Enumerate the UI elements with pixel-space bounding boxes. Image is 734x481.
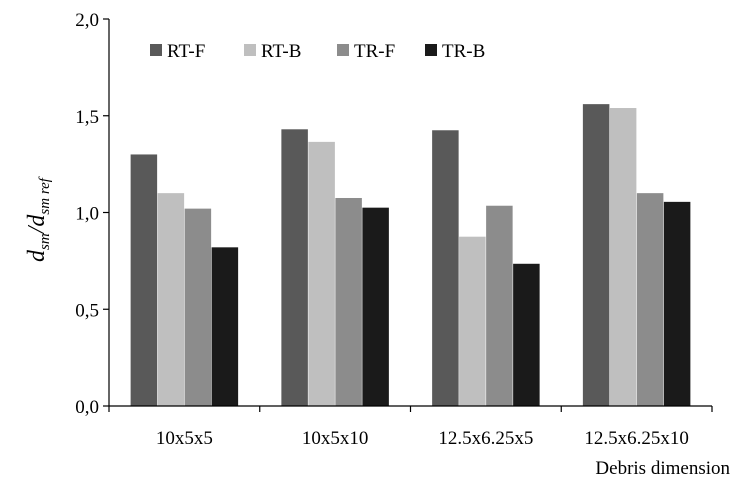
bar-rt-b-1 — [308, 141, 335, 406]
bar-rt-b-3 — [609, 108, 637, 406]
legend-swatch-rt-f — [150, 44, 162, 56]
bar-tr-b-0 — [211, 247, 239, 406]
legend: RT-F RT-B TR-F TR-B — [150, 41, 485, 62]
x-tick-label: 12.5x6.25x10 — [584, 428, 689, 449]
y-tick-label: 2,0 — [75, 10, 99, 31]
bar-tr-b-1 — [362, 207, 389, 406]
legend-swatch-tr-f — [337, 44, 349, 56]
bar-rt-b-0 — [157, 193, 185, 406]
y-tick-label: 0,5 — [75, 300, 99, 321]
bar-tr-b-2 — [513, 263, 540, 406]
bar-rt-f-0 — [130, 154, 158, 406]
legend-swatch-rt-b — [244, 44, 256, 56]
legend-label-tr-f: TR-F — [354, 41, 395, 62]
bar-tr-f-1 — [335, 197, 362, 406]
legend-label-rt-f: RT-F — [167, 41, 205, 62]
x-tick-label: 10x5x10 — [302, 428, 369, 449]
bar-tr-f-3 — [636, 193, 664, 406]
x-axis-label: Debris dimension — [595, 458, 730, 479]
x-ticks: 10x5x5 10x5x10 12.5x6.25x5 12.5x6.25x10 — [108, 406, 713, 449]
y-axis-label: dsm/dsm ref — [24, 176, 53, 262]
bar-tr-f-0 — [184, 208, 212, 406]
bars — [130, 104, 691, 407]
legend-swatch-tr-b — [425, 44, 437, 56]
y-tick-label: 1,5 — [75, 107, 99, 128]
bar-rt-f-2 — [432, 130, 459, 406]
bar-rt-f-3 — [582, 104, 610, 406]
y-tick-label: 0,0 — [75, 397, 99, 418]
legend-label-tr-b: TR-B — [442, 41, 485, 62]
bar-tr-f-2 — [486, 205, 513, 406]
bar-rt-f-1 — [281, 129, 308, 407]
bar-tr-b-3 — [663, 201, 691, 406]
legend-label-rt-b: RT-B — [261, 41, 301, 62]
x-tick-label: 10x5x5 — [156, 428, 213, 449]
x-tick-label: 12.5x6.25x5 — [438, 428, 533, 449]
y-ticks: 0,0 0,5 1,0 1,5 2,0 — [75, 10, 109, 418]
bar-rt-b-2 — [459, 236, 486, 406]
y-tick-label: 1,0 — [75, 204, 99, 225]
